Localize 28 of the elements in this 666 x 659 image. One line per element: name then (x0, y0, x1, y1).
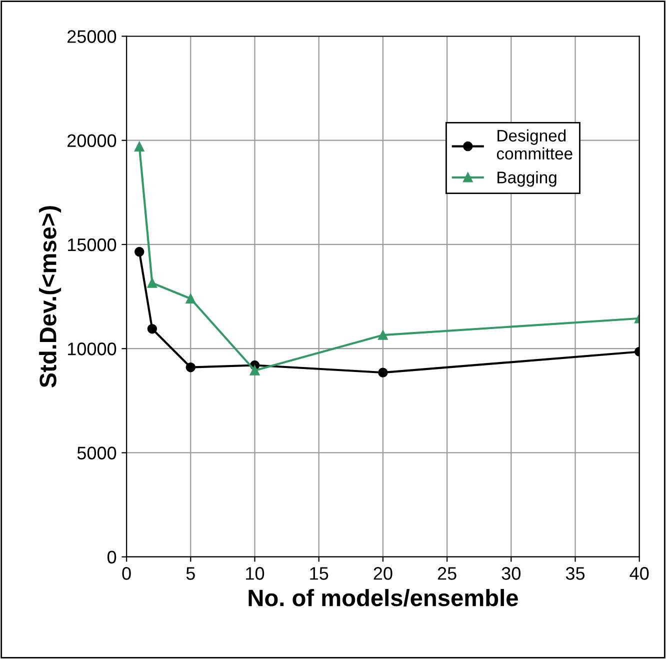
point (147, 324, 158, 334)
point (378, 368, 388, 378)
legend-label: Bagging (498, 171, 556, 187)
x-tick-label: 5 (186, 567, 195, 580)
point (250, 366, 260, 376)
point (147, 278, 158, 288)
point (134, 142, 144, 152)
x-tick-label: 15 (310, 567, 328, 580)
x-axis-title: No. of models/ensemble (248, 588, 518, 607)
y-tick-label: 10000 (68, 342, 116, 356)
point (378, 330, 388, 340)
y-axis-title: Std.Dev.(<mse>) (39, 206, 62, 388)
y-tick-label: 25000 (68, 30, 116, 43)
y-tick-label: 20000 (68, 134, 116, 148)
y-tick-label: 5000 (77, 446, 116, 460)
legend-label: Designed committee (496, 129, 572, 160)
x-tick-label: 40 (630, 567, 649, 580)
x-tick-label: 10 (246, 567, 264, 580)
x-tick-label: 30 (502, 567, 520, 580)
x-tick-label: 35 (566, 567, 585, 580)
x-tick-label: 0 (122, 567, 131, 580)
point (186, 294, 196, 304)
y-tick-label: 15000 (68, 238, 116, 252)
y-tick-label: 0 (107, 550, 116, 564)
x-tick-label: 20 (374, 567, 392, 580)
point (186, 362, 196, 372)
x-tick-label: 25 (438, 567, 456, 580)
point (134, 246, 144, 257)
